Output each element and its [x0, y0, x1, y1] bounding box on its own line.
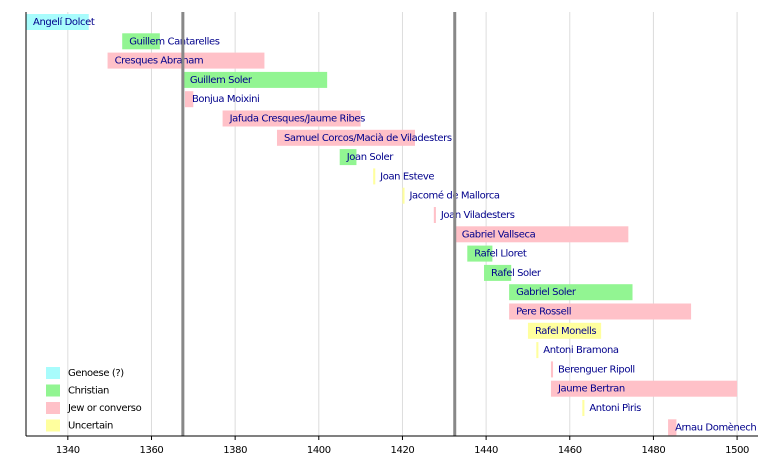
- bar: [582, 400, 585, 416]
- legend-swatch: [46, 367, 60, 379]
- bar: [122, 33, 160, 50]
- x-tick-label: 1400: [307, 445, 331, 456]
- legend-swatch: [46, 384, 60, 397]
- bar: [484, 264, 512, 281]
- legend-label: Jew or converso: [67, 403, 142, 414]
- bar-label: Rafel Lloret: [474, 249, 527, 260]
- bar-label: Gabriel Soler: [516, 287, 577, 298]
- legend-swatch: [46, 419, 60, 432]
- bar-label: Jafuda Cresques/Jaume Ribes: [229, 114, 366, 125]
- bar-label: Guillem Cantarelles: [129, 36, 220, 47]
- bar-label: Gabriel Vallseca: [462, 229, 536, 240]
- bar: [184, 91, 194, 108]
- bar: [467, 245, 493, 262]
- bar: [402, 187, 405, 204]
- legend-label: Christian: [68, 386, 109, 397]
- bar: [509, 284, 633, 301]
- bar: [339, 149, 357, 166]
- bar: [107, 52, 265, 69]
- bar-label: Angelí Dolcet: [33, 16, 95, 28]
- bar: [550, 361, 554, 378]
- bar-label: Antoni Bramona: [543, 345, 619, 356]
- bar: [536, 342, 539, 359]
- legend-label: Uncertain: [68, 421, 113, 432]
- bar-label: Guillem Soler: [190, 75, 253, 86]
- bar: [509, 303, 692, 320]
- bar: [26, 14, 89, 30]
- x-tick-label: 1480: [641, 445, 665, 456]
- bar-label: Joan Viladesters: [440, 210, 515, 221]
- bar-label: Jaume Bertran: [557, 384, 625, 395]
- x-tick-label: 1340: [56, 445, 80, 456]
- bar: [433, 207, 436, 223]
- bar-label: Arnau Domènech: [675, 421, 756, 433]
- bar-label: Cresques Abraham: [115, 56, 204, 67]
- bar: [527, 322, 602, 339]
- bar-label: Rafel Monells: [535, 326, 596, 337]
- bar: [373, 168, 376, 185]
- bar-label: Joan Esteve: [379, 171, 434, 182]
- bar-label: Pere Rossell: [516, 307, 571, 318]
- bar: [668, 419, 677, 436]
- bar-label: Bonjua Moixini: [192, 94, 259, 105]
- bar-label: Antoni Pìris: [589, 402, 641, 414]
- x-tick-label: 1460: [558, 445, 582, 456]
- x-tick-label: 1420: [391, 445, 415, 456]
- legend-swatch: [46, 402, 60, 414]
- bar: [222, 110, 361, 127]
- bar-label: Joan Soler: [346, 152, 395, 163]
- bar: [276, 129, 416, 146]
- x-tick-label: 1500: [725, 445, 749, 456]
- bar-label: Berenguer Ripoll: [558, 364, 635, 375]
- bar-label: Samuel Corcos/Macià de Viladesters: [284, 132, 452, 144]
- bar: [550, 380, 738, 397]
- bar: [182, 71, 328, 88]
- bar: [454, 226, 629, 243]
- x-tick-label: 1380: [223, 445, 247, 456]
- x-tick-label: 1360: [140, 445, 164, 456]
- legend-label: Genoese (?): [68, 368, 124, 379]
- x-tick-label: 1440: [474, 445, 498, 456]
- bar-label: Rafel Soler: [491, 268, 542, 279]
